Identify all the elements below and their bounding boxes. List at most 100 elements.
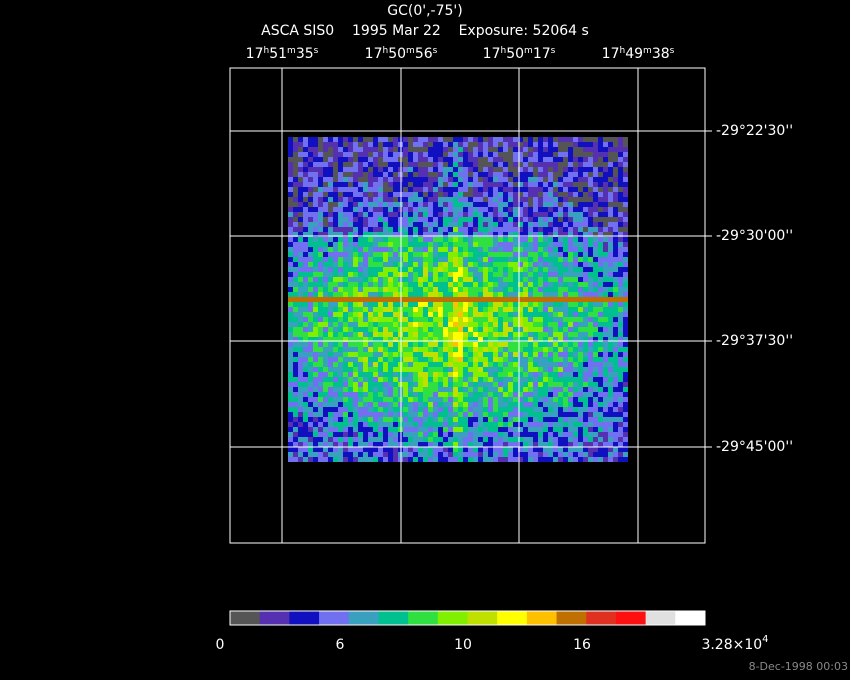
pixel bbox=[323, 377, 328, 382]
pixel bbox=[518, 372, 523, 377]
pixel bbox=[428, 292, 433, 297]
pixel bbox=[573, 287, 578, 292]
pixel bbox=[288, 212, 293, 217]
pixel bbox=[373, 357, 378, 362]
pixel bbox=[288, 292, 293, 297]
pixel bbox=[288, 342, 293, 347]
pixel bbox=[578, 157, 583, 162]
pixel bbox=[563, 227, 568, 232]
pixel bbox=[373, 317, 378, 322]
pixel bbox=[603, 332, 608, 337]
pixel bbox=[498, 147, 503, 152]
pixel bbox=[433, 232, 438, 237]
pixel bbox=[313, 172, 318, 177]
pixel bbox=[563, 352, 568, 357]
pixel bbox=[303, 452, 308, 457]
pixel bbox=[303, 307, 308, 312]
pixel bbox=[413, 142, 418, 147]
pixel bbox=[478, 322, 483, 327]
pixel bbox=[358, 252, 363, 257]
pixel bbox=[613, 267, 618, 272]
pixel bbox=[578, 192, 583, 197]
pixel bbox=[333, 417, 338, 422]
pixel bbox=[383, 137, 388, 142]
pixel bbox=[583, 177, 588, 182]
pixel bbox=[458, 392, 463, 397]
pixel bbox=[338, 397, 343, 402]
pixel bbox=[473, 397, 478, 402]
pixel bbox=[448, 337, 453, 342]
pixel bbox=[388, 217, 393, 222]
pixel bbox=[443, 197, 448, 202]
pixel bbox=[363, 417, 368, 422]
pixel bbox=[588, 287, 593, 292]
pixel bbox=[403, 157, 408, 162]
pixel bbox=[433, 187, 438, 192]
pixel bbox=[598, 422, 603, 427]
pixel bbox=[478, 402, 483, 407]
pixel bbox=[418, 357, 423, 362]
pixel bbox=[513, 302, 518, 307]
pixel bbox=[613, 152, 618, 157]
pixel bbox=[543, 262, 548, 267]
pixel bbox=[513, 282, 518, 287]
pixel bbox=[383, 197, 388, 202]
pixel bbox=[408, 307, 413, 312]
pixel bbox=[498, 137, 503, 142]
pixel bbox=[393, 382, 398, 387]
pixel bbox=[328, 137, 333, 142]
pixel bbox=[558, 397, 563, 402]
pixel bbox=[378, 402, 383, 407]
pixel bbox=[333, 292, 338, 297]
pixel bbox=[348, 232, 353, 237]
pixel bbox=[293, 227, 298, 232]
pixel bbox=[538, 207, 543, 212]
pixel bbox=[443, 227, 448, 232]
pixel bbox=[413, 417, 418, 422]
pixel bbox=[603, 277, 608, 282]
pixel bbox=[598, 432, 603, 437]
pixel bbox=[303, 397, 308, 402]
pixel bbox=[413, 377, 418, 382]
pixel bbox=[593, 352, 598, 357]
pixel bbox=[333, 177, 338, 182]
pixel bbox=[443, 377, 448, 382]
pixel bbox=[583, 342, 588, 347]
pixel bbox=[473, 187, 478, 192]
pixel bbox=[418, 392, 423, 397]
pixel bbox=[383, 362, 388, 367]
pixel bbox=[368, 447, 373, 452]
pixel bbox=[338, 187, 343, 192]
pixel bbox=[513, 402, 518, 407]
pixel bbox=[608, 427, 613, 432]
pixel bbox=[468, 157, 473, 162]
pixel bbox=[348, 297, 353, 302]
pixel bbox=[448, 137, 453, 142]
pixel bbox=[513, 377, 518, 382]
pixel bbox=[358, 377, 363, 382]
pixel bbox=[473, 322, 478, 327]
pixel bbox=[308, 372, 313, 377]
pixel bbox=[463, 302, 468, 307]
pixel bbox=[328, 167, 333, 172]
pixel bbox=[473, 432, 478, 437]
pixel bbox=[303, 447, 308, 452]
pixel bbox=[623, 337, 628, 342]
pixel bbox=[538, 457, 543, 462]
pixel bbox=[573, 242, 578, 247]
pixel bbox=[543, 152, 548, 157]
pixel bbox=[528, 227, 533, 232]
pixel bbox=[323, 307, 328, 312]
pixel bbox=[593, 187, 598, 192]
pixel bbox=[453, 187, 458, 192]
pixel bbox=[463, 397, 468, 402]
pixel bbox=[458, 432, 463, 437]
ra-part: 17 bbox=[483, 46, 501, 62]
pixel bbox=[533, 157, 538, 162]
pixel bbox=[493, 242, 498, 247]
pixel bbox=[353, 247, 358, 252]
pixel bbox=[608, 242, 613, 247]
pixel bbox=[518, 252, 523, 257]
pixel bbox=[483, 372, 488, 377]
pixel bbox=[343, 307, 348, 312]
